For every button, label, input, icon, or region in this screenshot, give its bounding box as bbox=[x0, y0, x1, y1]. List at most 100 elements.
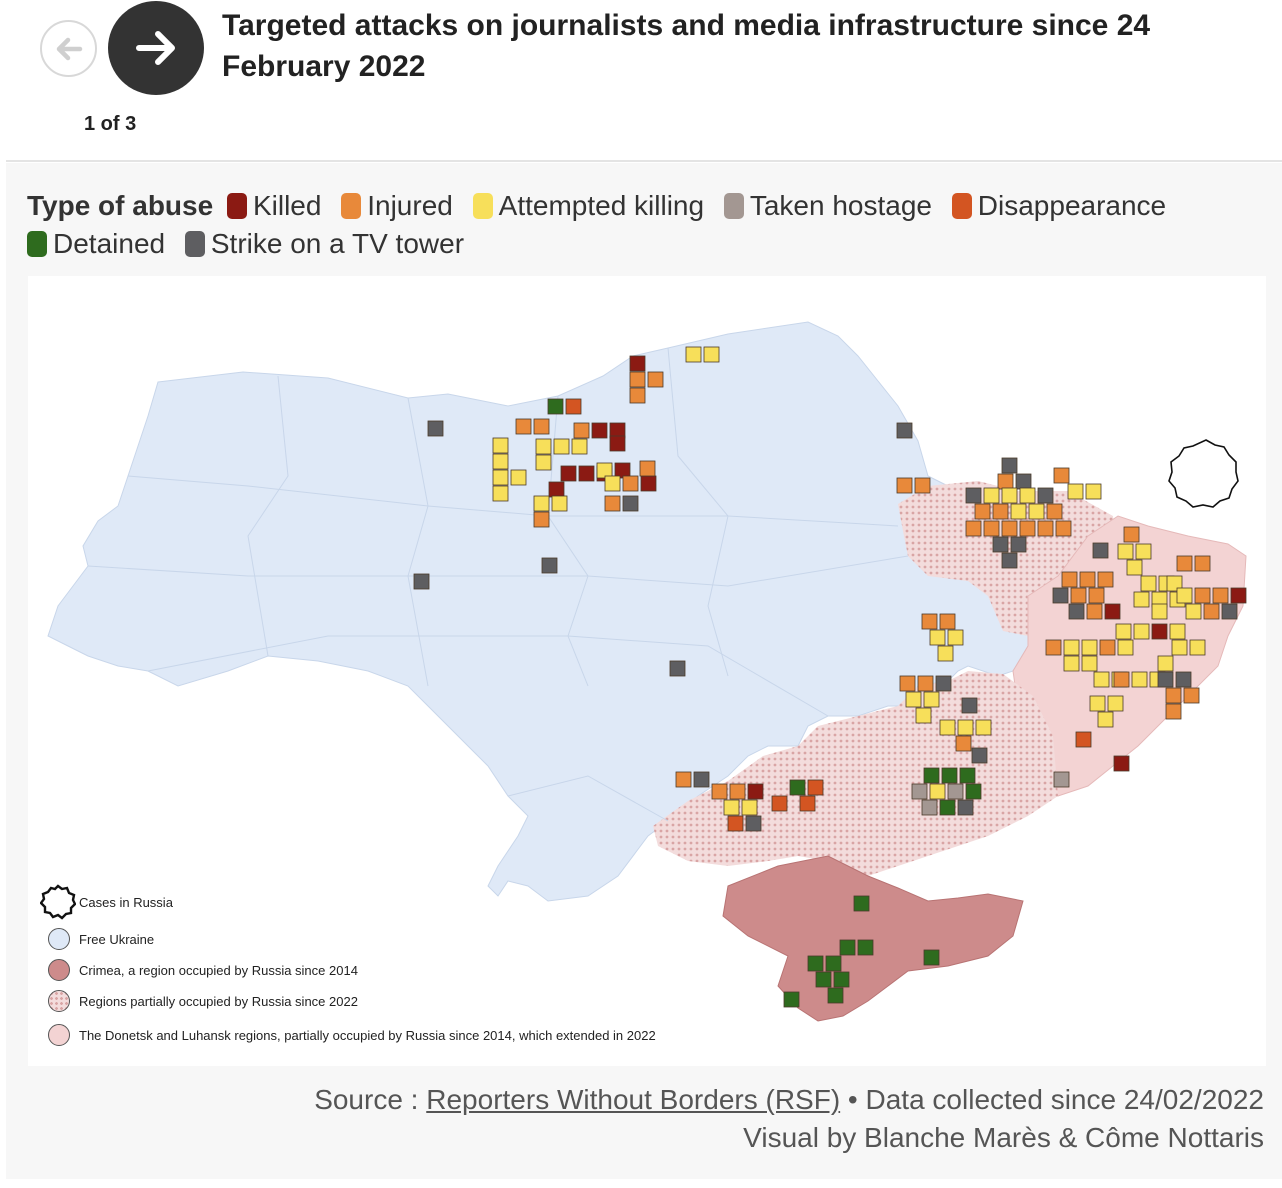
tv-tower-strike-marker[interactable] bbox=[1001, 457, 1018, 474]
detained-marker[interactable] bbox=[853, 895, 870, 912]
disappearance-marker[interactable] bbox=[771, 795, 788, 812]
legend-item-detained[interactable]: Detained bbox=[27, 225, 165, 263]
killed-marker[interactable] bbox=[640, 475, 657, 492]
attempted-killing-marker[interactable] bbox=[1115, 623, 1132, 640]
legend-item-tv-tower-strike[interactable]: Strike on a TV tower bbox=[184, 225, 464, 263]
cases-in-russia-marker[interactable] bbox=[1168, 439, 1239, 508]
injured-marker[interactable] bbox=[1070, 587, 1087, 604]
detained-marker[interactable] bbox=[923, 767, 940, 784]
detained-marker[interactable] bbox=[839, 939, 856, 956]
attempted-killing-marker[interactable] bbox=[1133, 623, 1150, 640]
injured-marker[interactable] bbox=[1055, 520, 1072, 537]
killed-marker[interactable] bbox=[1104, 603, 1121, 620]
injured-marker[interactable] bbox=[1165, 687, 1182, 704]
injured-marker[interactable] bbox=[1037, 520, 1054, 537]
tv-tower-strike-marker[interactable] bbox=[1001, 552, 1018, 569]
attempted-killing-marker[interactable] bbox=[685, 346, 702, 363]
attempted-killing-marker[interactable] bbox=[1169, 623, 1186, 640]
injured-marker[interactable] bbox=[1123, 526, 1140, 543]
attempted-killing-marker[interactable] bbox=[551, 495, 568, 512]
disappearance-marker[interactable] bbox=[799, 795, 816, 812]
attempted-killing-marker[interactable] bbox=[510, 469, 527, 486]
injured-marker[interactable] bbox=[1088, 587, 1105, 604]
tv-tower-strike-marker[interactable] bbox=[1015, 473, 1032, 490]
detained-marker[interactable] bbox=[783, 991, 800, 1008]
attempted-killing-marker[interactable] bbox=[703, 346, 720, 363]
tv-tower-strike-marker[interactable] bbox=[693, 771, 710, 788]
tv-tower-strike-marker[interactable] bbox=[992, 536, 1009, 553]
tv-tower-strike-marker[interactable] bbox=[1157, 671, 1174, 688]
attempted-killing-marker[interactable] bbox=[1063, 655, 1080, 672]
injured-marker[interactable] bbox=[675, 771, 692, 788]
legend-item-attempted-killing[interactable]: Attempted killing bbox=[472, 187, 704, 225]
injured-marker[interactable] bbox=[1203, 603, 1220, 620]
killed-marker[interactable] bbox=[560, 465, 577, 482]
attempted-killing-marker[interactable] bbox=[1133, 591, 1150, 608]
attempted-killing-marker[interactable] bbox=[929, 783, 946, 800]
attempted-killing-marker[interactable] bbox=[1107, 695, 1124, 712]
killed-marker[interactable] bbox=[747, 783, 764, 800]
attempted-killing-marker[interactable] bbox=[1097, 711, 1114, 728]
injured-marker[interactable] bbox=[629, 387, 646, 404]
injured-marker[interactable] bbox=[955, 735, 972, 752]
injured-marker[interactable] bbox=[992, 503, 1009, 520]
injured-marker[interactable] bbox=[1113, 671, 1130, 688]
injured-marker[interactable] bbox=[997, 473, 1014, 490]
detained-marker[interactable] bbox=[789, 779, 806, 796]
attempted-killing-marker[interactable] bbox=[1093, 671, 1110, 688]
legend-item-injured[interactable]: Injured bbox=[341, 187, 453, 225]
next-button[interactable] bbox=[108, 1, 204, 95]
disappearance-marker[interactable] bbox=[727, 815, 744, 832]
legend-item-taken-hostage[interactable]: Taken hostage bbox=[723, 187, 932, 225]
hostage-marker[interactable] bbox=[921, 799, 938, 816]
killed-marker[interactable] bbox=[629, 355, 646, 372]
hostage-marker[interactable] bbox=[911, 783, 928, 800]
injured-marker[interactable] bbox=[711, 783, 728, 800]
attempted-killing-marker[interactable] bbox=[1089, 695, 1106, 712]
injured-marker[interactable] bbox=[1001, 520, 1018, 537]
tv-tower-strike-marker[interactable] bbox=[1175, 671, 1192, 688]
injured-marker[interactable] bbox=[1019, 520, 1036, 537]
tv-tower-strike-marker[interactable] bbox=[622, 495, 639, 512]
attempted-killing-marker[interactable] bbox=[929, 629, 946, 646]
attempted-killing-marker[interactable] bbox=[1171, 639, 1188, 656]
source-link[interactable]: Reporters Without Borders (RSF) bbox=[426, 1084, 841, 1115]
attempted-killing-marker[interactable] bbox=[1117, 543, 1134, 560]
injured-marker[interactable] bbox=[1061, 571, 1078, 588]
injured-marker[interactable] bbox=[1079, 571, 1096, 588]
injured-marker[interactable] bbox=[1046, 503, 1063, 520]
attempted-killing-marker[interactable] bbox=[937, 645, 954, 662]
tv-tower-strike-marker[interactable] bbox=[1221, 603, 1238, 620]
killed-marker[interactable] bbox=[1230, 587, 1247, 604]
injured-marker[interactable] bbox=[939, 613, 956, 630]
attempted-killing-marker[interactable] bbox=[1081, 639, 1098, 656]
detained-marker[interactable] bbox=[833, 971, 850, 988]
attempted-killing-marker[interactable] bbox=[1131, 671, 1148, 688]
attempted-killing-marker[interactable] bbox=[1001, 487, 1018, 504]
detained-marker[interactable] bbox=[807, 955, 824, 972]
attempted-killing-marker[interactable] bbox=[1185, 603, 1202, 620]
injured-marker[interactable] bbox=[1086, 603, 1103, 620]
attempted-killing-marker[interactable] bbox=[1117, 639, 1134, 656]
detained-marker[interactable] bbox=[827, 987, 844, 1004]
detained-marker[interactable] bbox=[825, 955, 842, 972]
attempted-killing-marker[interactable] bbox=[1063, 639, 1080, 656]
injured-marker[interactable] bbox=[1053, 467, 1070, 484]
detained-marker[interactable] bbox=[815, 971, 832, 988]
injured-marker[interactable] bbox=[573, 422, 590, 439]
attempted-killing-marker[interactable] bbox=[1085, 483, 1102, 500]
detained-marker[interactable] bbox=[923, 949, 940, 966]
injured-marker[interactable] bbox=[729, 783, 746, 800]
injured-marker[interactable] bbox=[515, 418, 532, 435]
injured-marker[interactable] bbox=[1099, 639, 1116, 656]
attempted-killing-marker[interactable] bbox=[1135, 543, 1152, 560]
attempted-killing-marker[interactable] bbox=[1151, 603, 1168, 620]
killed-marker[interactable] bbox=[591, 422, 608, 439]
attempted-killing-marker[interactable] bbox=[723, 799, 740, 816]
attempted-killing-marker[interactable] bbox=[905, 691, 922, 708]
tv-tower-strike-marker[interactable] bbox=[935, 675, 952, 692]
attempted-killing-marker[interactable] bbox=[492, 437, 509, 454]
injured-marker[interactable] bbox=[983, 520, 1000, 537]
tv-tower-strike-marker[interactable] bbox=[541, 557, 558, 574]
attempted-killing-marker[interactable] bbox=[492, 469, 509, 486]
